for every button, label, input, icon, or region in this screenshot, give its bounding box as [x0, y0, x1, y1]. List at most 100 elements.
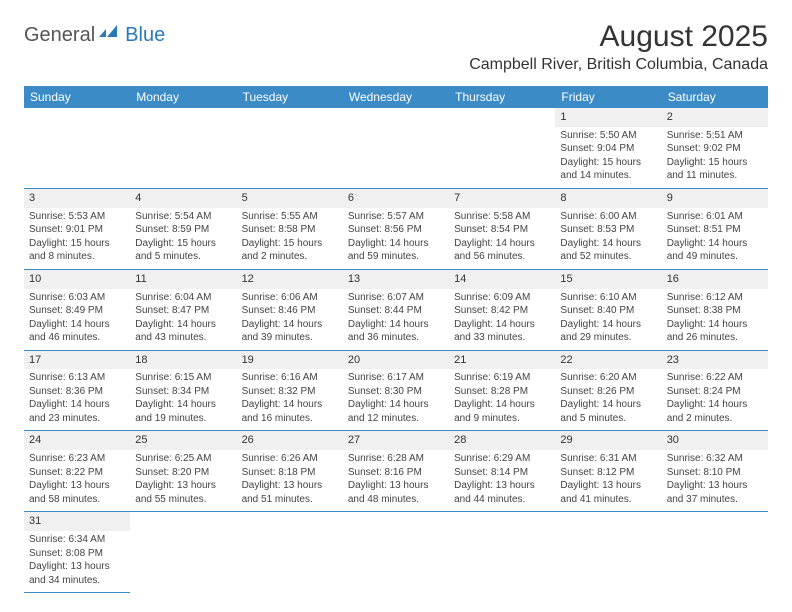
- day-number: 10: [24, 270, 130, 289]
- sunset-line: Sunset: 8:32 PM: [242, 385, 338, 399]
- weekday-header: Tuesday: [237, 86, 343, 108]
- daylight-line: Daylight: 13 hours and 37 minutes.: [667, 479, 763, 506]
- sunset-line: Sunset: 8:22 PM: [29, 466, 125, 480]
- sunrise-line: Sunrise: 6:26 AM: [242, 452, 338, 466]
- sunset-line: Sunset: 8:28 PM: [454, 385, 550, 399]
- sunset-line: Sunset: 8:38 PM: [667, 304, 763, 318]
- weekday-header: Monday: [130, 86, 236, 108]
- day-number: 24: [24, 431, 130, 450]
- month-title: August 2025: [469, 20, 768, 54]
- sunrise-line: Sunrise: 6:10 AM: [560, 291, 656, 305]
- calendar-cell: 16Sunrise: 6:12 AMSunset: 8:38 PMDayligh…: [662, 269, 768, 350]
- weekday-header: Thursday: [449, 86, 555, 108]
- sunset-line: Sunset: 8:47 PM: [135, 304, 231, 318]
- brand-part1: General: [24, 24, 95, 47]
- daylight-line: Daylight: 14 hours and 46 minutes.: [29, 318, 125, 345]
- day-number: 18: [130, 351, 236, 370]
- day-number: 22: [555, 351, 661, 370]
- calendar-cell: 4Sunrise: 5:54 AMSunset: 8:59 PMDaylight…: [130, 188, 236, 269]
- day-number: 30: [662, 431, 768, 450]
- sunset-line: Sunset: 8:08 PM: [29, 547, 125, 561]
- sunrise-line: Sunrise: 6:32 AM: [667, 452, 763, 466]
- daylight-line: Daylight: 14 hours and 23 minutes.: [29, 398, 125, 425]
- day-number: 4: [130, 189, 236, 208]
- calendar-cell: 27Sunrise: 6:28 AMSunset: 8:16 PMDayligh…: [343, 431, 449, 512]
- daylight-line: Daylight: 13 hours and 58 minutes.: [29, 479, 125, 506]
- day-number: 8: [555, 189, 661, 208]
- calendar-cell: 5Sunrise: 5:55 AMSunset: 8:58 PMDaylight…: [237, 188, 343, 269]
- sunrise-line: Sunrise: 6:00 AM: [560, 210, 656, 224]
- calendar-cell: 24Sunrise: 6:23 AMSunset: 8:22 PMDayligh…: [24, 431, 130, 512]
- calendar-cell: 9Sunrise: 6:01 AMSunset: 8:51 PMDaylight…: [662, 188, 768, 269]
- sunset-line: Sunset: 8:54 PM: [454, 223, 550, 237]
- calendar-cell: [343, 108, 449, 188]
- calendar-cell: 6Sunrise: 5:57 AMSunset: 8:56 PMDaylight…: [343, 188, 449, 269]
- sunset-line: Sunset: 8:46 PM: [242, 304, 338, 318]
- day-number: 26: [237, 431, 343, 450]
- sunset-line: Sunset: 8:30 PM: [348, 385, 444, 399]
- calendar-cell: 22Sunrise: 6:20 AMSunset: 8:26 PMDayligh…: [555, 350, 661, 431]
- day-number: 20: [343, 351, 449, 370]
- flag-icon: [99, 25, 121, 46]
- daylight-line: Daylight: 13 hours and 41 minutes.: [560, 479, 656, 506]
- weekday-header: Saturday: [662, 86, 768, 108]
- sunrise-line: Sunrise: 6:16 AM: [242, 371, 338, 385]
- daylight-line: Daylight: 14 hours and 16 minutes.: [242, 398, 338, 425]
- sunrise-line: Sunrise: 5:54 AM: [135, 210, 231, 224]
- day-number: 21: [449, 351, 555, 370]
- calendar-cell: 13Sunrise: 6:07 AMSunset: 8:44 PMDayligh…: [343, 269, 449, 350]
- brand-part2: Blue: [125, 24, 165, 47]
- day-number: 1: [555, 108, 661, 127]
- calendar-row: 24Sunrise: 6:23 AMSunset: 8:22 PMDayligh…: [24, 431, 768, 512]
- daylight-line: Daylight: 14 hours and 59 minutes.: [348, 237, 444, 264]
- sunrise-line: Sunrise: 5:58 AM: [454, 210, 550, 224]
- sunrise-line: Sunrise: 6:06 AM: [242, 291, 338, 305]
- calendar-cell: [449, 512, 555, 593]
- calendar-cell: 1Sunrise: 5:50 AMSunset: 9:04 PMDaylight…: [555, 108, 661, 188]
- sunset-line: Sunset: 8:49 PM: [29, 304, 125, 318]
- sunset-line: Sunset: 8:14 PM: [454, 466, 550, 480]
- sunset-line: Sunset: 8:40 PM: [560, 304, 656, 318]
- sunset-line: Sunset: 8:42 PM: [454, 304, 550, 318]
- day-number: 14: [449, 270, 555, 289]
- calendar-body: 1Sunrise: 5:50 AMSunset: 9:04 PMDaylight…: [24, 108, 768, 593]
- daylight-line: Daylight: 14 hours and 36 minutes.: [348, 318, 444, 345]
- day-number: 11: [130, 270, 236, 289]
- sunset-line: Sunset: 9:01 PM: [29, 223, 125, 237]
- calendar-cell: [555, 512, 661, 593]
- sunrise-line: Sunrise: 6:17 AM: [348, 371, 444, 385]
- sunset-line: Sunset: 8:56 PM: [348, 223, 444, 237]
- sunrise-line: Sunrise: 5:51 AM: [667, 129, 763, 143]
- sunrise-line: Sunrise: 6:13 AM: [29, 371, 125, 385]
- sunset-line: Sunset: 9:04 PM: [560, 142, 656, 156]
- sunset-line: Sunset: 8:44 PM: [348, 304, 444, 318]
- calendar-cell: [130, 108, 236, 188]
- sunrise-line: Sunrise: 6:20 AM: [560, 371, 656, 385]
- day-number: 19: [237, 351, 343, 370]
- day-number: 17: [24, 351, 130, 370]
- calendar-cell: 14Sunrise: 6:09 AMSunset: 8:42 PMDayligh…: [449, 269, 555, 350]
- sunset-line: Sunset: 8:20 PM: [135, 466, 231, 480]
- calendar-row: 17Sunrise: 6:13 AMSunset: 8:36 PMDayligh…: [24, 350, 768, 431]
- calendar-cell: [237, 108, 343, 188]
- sunrise-line: Sunrise: 5:55 AM: [242, 210, 338, 224]
- calendar-cell: 2Sunrise: 5:51 AMSunset: 9:02 PMDaylight…: [662, 108, 768, 188]
- calendar-cell: 31Sunrise: 6:34 AMSunset: 8:08 PMDayligh…: [24, 512, 130, 593]
- day-number: 9: [662, 189, 768, 208]
- daylight-line: Daylight: 13 hours and 48 minutes.: [348, 479, 444, 506]
- sunrise-line: Sunrise: 6:34 AM: [29, 533, 125, 547]
- sunrise-line: Sunrise: 6:31 AM: [560, 452, 656, 466]
- brand-logo: General Blue: [24, 24, 165, 47]
- calendar-cell: [24, 108, 130, 188]
- sunrise-line: Sunrise: 6:19 AM: [454, 371, 550, 385]
- sunrise-line: Sunrise: 6:04 AM: [135, 291, 231, 305]
- calendar-cell: 8Sunrise: 6:00 AMSunset: 8:53 PMDaylight…: [555, 188, 661, 269]
- day-number: 2: [662, 108, 768, 127]
- calendar-cell: 3Sunrise: 5:53 AMSunset: 9:01 PMDaylight…: [24, 188, 130, 269]
- sunrise-line: Sunrise: 6:22 AM: [667, 371, 763, 385]
- calendar-cell: 23Sunrise: 6:22 AMSunset: 8:24 PMDayligh…: [662, 350, 768, 431]
- daylight-line: Daylight: 14 hours and 43 minutes.: [135, 318, 231, 345]
- daylight-line: Daylight: 14 hours and 2 minutes.: [667, 398, 763, 425]
- calendar-cell: 29Sunrise: 6:31 AMSunset: 8:12 PMDayligh…: [555, 431, 661, 512]
- calendar-cell: 17Sunrise: 6:13 AMSunset: 8:36 PMDayligh…: [24, 350, 130, 431]
